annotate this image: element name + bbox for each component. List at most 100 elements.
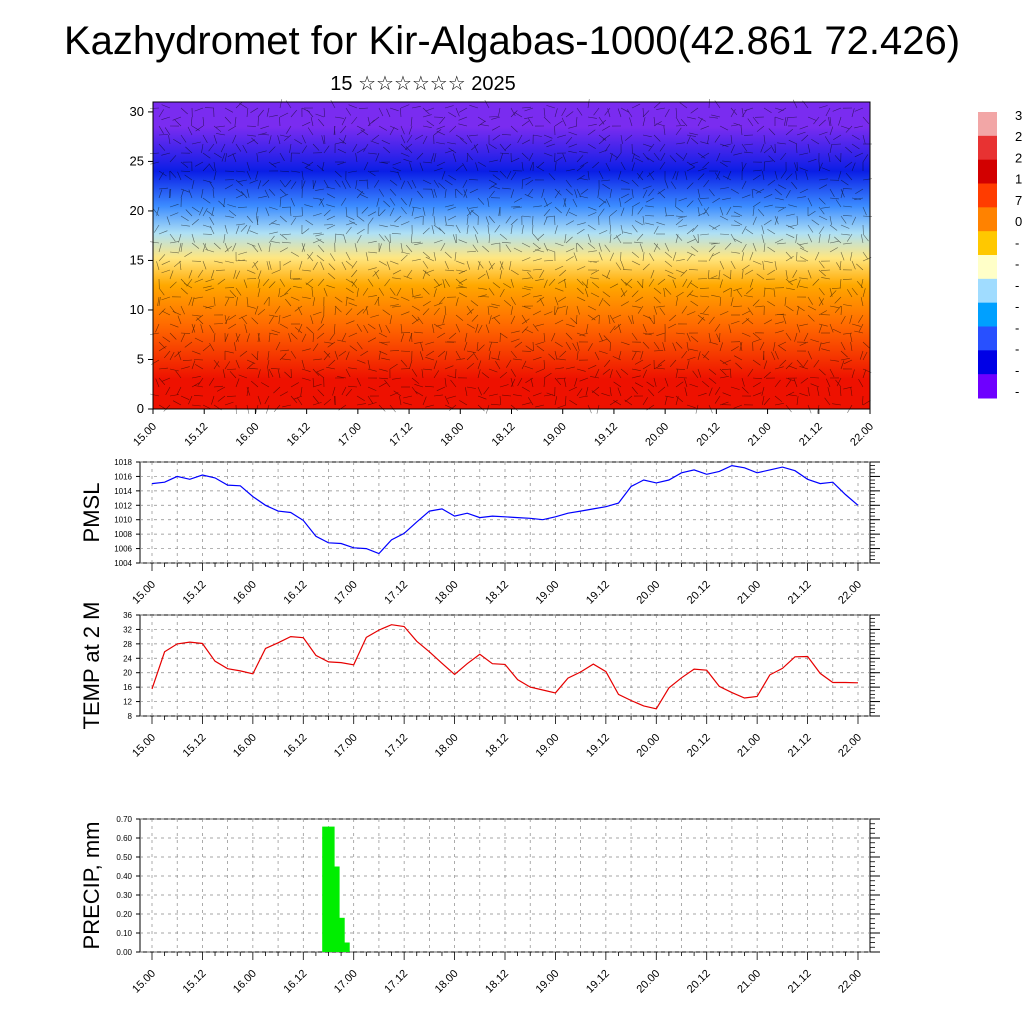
y-tick-label: 0.10 [116, 929, 132, 938]
x-tick-label: 21.12 [786, 732, 814, 760]
colorbar-segment [978, 112, 997, 137]
x-tick-label: 18.12 [490, 421, 518, 449]
x-tick-label: 20.00 [643, 421, 671, 449]
x-tick-label: 16.00 [231, 968, 259, 996]
x-tick-label: 20.12 [695, 421, 723, 449]
x-tick-label: 16.12 [281, 732, 309, 760]
colorbar-segment [978, 159, 997, 184]
x-tick-label: 20.12 [685, 732, 713, 760]
x-tick-label: 16.12 [281, 968, 309, 996]
y-tick-label: 1008 [114, 530, 132, 539]
y-tick-label: 1012 [114, 501, 132, 510]
y-tick-label: 1004 [114, 559, 132, 568]
x-tick-label: 17.12 [382, 968, 410, 996]
colorbar-label: - [1015, 342, 1019, 357]
precip-bar [337, 942, 350, 952]
precip-panel: 0.00 0.10 0.20 0.30 0.40 0.50 0.60 0.70 15.00 15.… [79, 815, 880, 996]
x-tick-label: 15.00 [130, 579, 158, 607]
x-tick-label: 19.00 [534, 968, 562, 996]
wind-barbs [149, 98, 873, 415]
x-tick-label: 17.00 [332, 968, 360, 996]
colorbar-label: 1 [1015, 172, 1022, 187]
y-tick-label: 28 [123, 640, 132, 649]
colorbar-label: - [1015, 235, 1019, 250]
colorbar: 3 2 2 1 7 0 - - - - - - - - [978, 108, 1022, 399]
y-tick-label: 20 [130, 203, 144, 218]
x-tick-label: 19.12 [584, 579, 612, 607]
x-tick-label: 16.00 [231, 579, 259, 607]
y-tick-label: 5 [137, 351, 144, 366]
y-tick-label: 20 [123, 669, 132, 678]
x-tick-label: 19.12 [584, 968, 612, 996]
y-tick-label: 10 [130, 302, 144, 317]
x-tick-label: 20.00 [634, 968, 662, 996]
cross-section-field [153, 102, 870, 409]
x-tick-label: 19.12 [584, 732, 612, 760]
y-tick-label: 16 [123, 683, 132, 692]
gridlines [140, 461, 870, 564]
x-tick-label: 20.00 [634, 579, 662, 607]
x-tick-label: 19.00 [541, 421, 569, 449]
x-tick-label: 18.00 [438, 421, 466, 449]
x-tick-label: 22.00 [848, 421, 876, 449]
x-tick-label: 22.00 [836, 968, 864, 996]
x-tick-label: 16.00 [231, 732, 259, 760]
y-tick-label: 0.40 [116, 872, 132, 881]
x-tick-label: 17.00 [332, 579, 360, 607]
colorbar-label: - [1015, 299, 1019, 314]
x-tick-label: 20.12 [685, 579, 713, 607]
colorbar-label: - [1015, 320, 1019, 335]
y-tick-label: 1016 [114, 472, 132, 481]
x-tick-label: 15.12 [182, 421, 210, 449]
x-tick-label: 15.12 [181, 579, 209, 607]
x-tick-label: 16.12 [281, 579, 309, 607]
colorbar-label: 2 [1015, 150, 1022, 165]
x-tick-label: 19.00 [534, 579, 562, 607]
x-tick-label: 19.00 [534, 732, 562, 760]
temp-line [151, 624, 859, 710]
colorbar-segment [978, 350, 997, 375]
y-tick-label: 25 [130, 153, 144, 168]
x-tick-label: 21.00 [735, 579, 763, 607]
y-tick-label: 0.30 [116, 891, 132, 900]
x-tick-label: 21.12 [786, 968, 814, 996]
y-tick-label: 15 [130, 252, 144, 267]
cross-section-panel: 0 5 10 15 20 25 30 15.00 15.12 16.00 16.12 17.00 17.… [130, 98, 876, 449]
colorbar-segment [978, 231, 997, 256]
colorbar-label: - [1015, 278, 1019, 293]
y-tick-label: 24 [123, 654, 132, 663]
x-tick-label: 21.12 [786, 579, 814, 607]
x-tick-label: 15.12 [181, 968, 209, 996]
x-tick-label: 15.00 [131, 421, 159, 449]
temp-axis-label: TEMP at 2 M [79, 602, 104, 730]
x-tick-label: 18.12 [483, 968, 511, 996]
y-tick-label: 0.70 [116, 815, 132, 824]
x-tick-label: 18.12 [483, 579, 511, 607]
x-tick-label: 15.00 [130, 732, 158, 760]
precip-axis-label: PRECIP, mm [79, 822, 104, 950]
temp-panel: 8 12 16 20 24 28 32 36 15.00 15.12 16.00 16.12 17.00… [79, 602, 880, 760]
gridlines [140, 614, 870, 717]
x-tick-label: 22.00 [836, 579, 864, 607]
x-tick-label: 21.00 [735, 732, 763, 760]
y-tick-label: 0 [137, 401, 144, 416]
colorbar-label: 3 [1015, 108, 1022, 123]
colorbar-segment [978, 374, 997, 399]
gridlines [140, 818, 870, 953]
colorbar-label: 0 [1015, 214, 1022, 229]
x-tick-label: 16.12 [285, 421, 313, 449]
x-tick-label: 22.00 [836, 732, 864, 760]
y-tick-label: 8 [128, 712, 133, 721]
x-tick-label: 21.00 [735, 968, 763, 996]
y-tick-label: 1010 [114, 516, 132, 525]
colorbar-segment [978, 326, 997, 351]
x-tick-label: 21.00 [746, 421, 774, 449]
y-tick-label: 0.50 [116, 853, 132, 862]
x-tick-label: 17.12 [387, 421, 415, 449]
pmsl-panel: 1004 1006 1008 1010 1012 1014 1016 1018 15.00 15.… [79, 458, 880, 607]
colorbar-segment [978, 135, 997, 161]
colorbar-label: 2 [1015, 129, 1022, 144]
y-tick-label: 1018 [114, 458, 132, 467]
colorbar-segment [978, 255, 997, 280]
